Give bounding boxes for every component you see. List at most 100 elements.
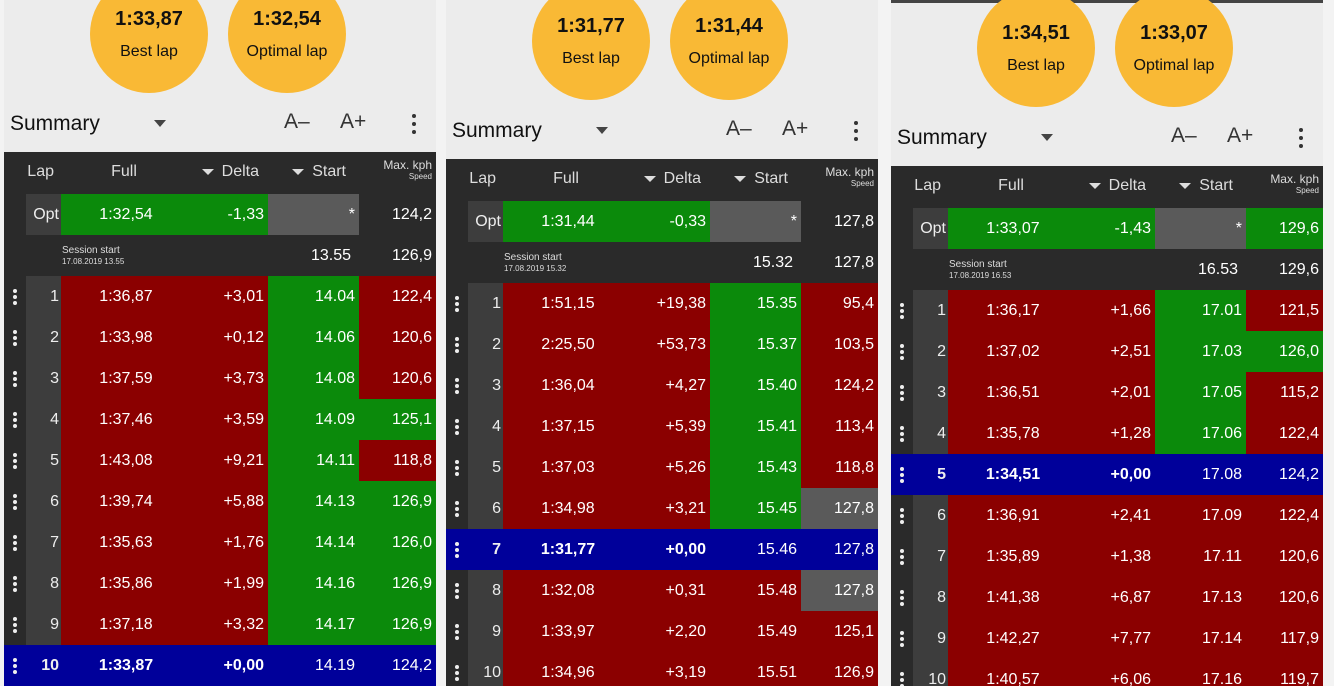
col-lap[interactable]: Lap — [891, 177, 941, 195]
col-start[interactable]: Start — [704, 170, 788, 188]
font-decrease-button[interactable]: A– — [726, 117, 752, 140]
lap-row[interactable]: 9 1:37,18 +3,32 14.17 126,9 — [4, 604, 436, 645]
more-options-icon[interactable] — [412, 114, 416, 138]
lap-row[interactable]: 2 1:33,98 +0,12 14.06 120,6 — [4, 317, 436, 358]
best-lap-badge[interactable]: 1:33,87 Best lap — [90, 0, 208, 93]
lap-row[interactable]: 10 1:40,57 +6,06 17.16 119,7 — [891, 659, 1323, 686]
row-menu-icon[interactable] — [891, 495, 913, 536]
font-increase-button[interactable]: A+ — [1227, 124, 1254, 147]
col-start[interactable]: Start — [1149, 177, 1233, 195]
row-menu-icon[interactable] — [4, 563, 26, 604]
optimal-lap-badge[interactable]: 1:31,44 Optimal lap — [670, 0, 788, 100]
lap-max-speed: 127,8 — [833, 540, 874, 558]
row-menu-icon[interactable] — [446, 324, 468, 365]
lap-row[interactable]: 2 1:37,02 +2,51 17.03 126,0 — [891, 331, 1323, 372]
row-menu-icon[interactable] — [446, 283, 468, 324]
col-lap[interactable]: Lap — [4, 163, 54, 181]
row-menu-icon[interactable] — [891, 290, 913, 331]
lap-row[interactable]: 3 1:37,59 +3,73 14.08 120,6 — [4, 358, 436, 399]
row-menu-icon[interactable] — [4, 440, 26, 481]
row-menu-icon[interactable] — [4, 645, 26, 686]
row-menu-icon[interactable] — [891, 454, 913, 495]
row-menu-icon[interactable] — [446, 488, 468, 529]
lap-row[interactable]: 7 1:35,89 +1,38 17.11 120,6 — [891, 536, 1323, 577]
lap-row[interactable]: 5 1:34,51 +0,00 17.08 124,2 — [891, 454, 1323, 495]
view-dropdown-label: Summary — [10, 112, 100, 135]
lap-row[interactable]: 1 1:51,15 +19,38 15.35 95,4 — [446, 283, 878, 324]
col-lap[interactable]: Lap — [446, 170, 496, 188]
lap-row[interactable]: 8 1:41,38 +6,87 17.13 120,6 — [891, 577, 1323, 618]
lap-row[interactable]: 9 1:33,97 +2,20 15.49 125,1 — [446, 611, 878, 652]
lap-delta: +3,01 — [191, 276, 268, 317]
row-menu-icon[interactable] — [4, 604, 26, 645]
lap-row[interactable]: 3 1:36,51 +2,01 17.05 115,2 — [891, 372, 1323, 413]
col-max-sublabel: Speed — [408, 172, 432, 181]
lap-row[interactable]: 4 1:35,78 +1,28 17.06 122,4 — [891, 413, 1323, 454]
row-menu-icon[interactable] — [446, 447, 468, 488]
lap-row[interactable]: 10 1:34,96 +3,19 15.51 126,9 — [446, 652, 878, 686]
lap-row[interactable]: 5 1:43,08 +9,21 14.11 118,8 — [4, 440, 436, 481]
col-full[interactable]: Full — [946, 177, 1076, 195]
lap-start-time: 15.48 — [710, 570, 801, 611]
lap-row[interactable]: 3 1:36,04 +4,27 15.40 124,2 — [446, 365, 878, 406]
font-decrease-button[interactable]: A– — [284, 110, 310, 133]
row-menu-icon[interactable] — [891, 372, 913, 413]
lap-row[interactable]: 1 1:36,17 +1,66 17.01 121,5 — [891, 290, 1323, 331]
row-menu-icon[interactable] — [4, 358, 26, 399]
lap-row[interactable]: 4 1:37,15 +5,39 15.41 113,4 — [446, 406, 878, 447]
lap-row[interactable]: 8 1:32,08 +0,31 15.48 127,8 — [446, 570, 878, 611]
best-lap-badge[interactable]: 1:31,77 Best lap — [532, 0, 650, 100]
col-max-speed[interactable]: Max. kph Speed — [792, 166, 874, 190]
lap-start-time: 14.17 — [268, 604, 359, 645]
lap-row[interactable]: 6 1:36,91 +2,41 17.09 122,4 — [891, 495, 1323, 536]
lap-row[interactable]: 10 1:33,87 +0,00 14.19 124,2 — [4, 645, 436, 686]
lap-row[interactable]: 6 1:39,74 +5,88 14.13 126,9 — [4, 481, 436, 522]
lap-row[interactable]: 2 2:25,50 +53,73 15.37 103,5 — [446, 324, 878, 365]
row-menu-icon[interactable] — [891, 536, 913, 577]
row-menu-icon[interactable] — [4, 522, 26, 563]
font-decrease-button[interactable]: A– — [1171, 124, 1197, 147]
row-menu-icon[interactable] — [446, 652, 468, 686]
font-increase-button[interactable]: A+ — [782, 117, 809, 140]
col-max-speed[interactable]: Max. kph Speed — [350, 159, 432, 183]
col-delta[interactable]: Delta — [189, 163, 259, 181]
lap-delta: +2,20 — [633, 611, 710, 652]
row-menu-icon[interactable] — [446, 611, 468, 652]
table-header: Lap Full Delta Start Max. kph Speed — [4, 152, 436, 194]
optimal-lap-badge[interactable]: 1:33,07 Optimal lap — [1115, 0, 1233, 107]
lap-row[interactable]: 6 1:34,98 +3,21 15.45 127,8 — [446, 488, 878, 529]
row-menu-icon[interactable] — [4, 399, 26, 440]
row-menu-icon[interactable] — [891, 659, 913, 686]
row-menu-icon[interactable] — [891, 577, 913, 618]
lap-row[interactable]: 7 1:35,63 +1,76 14.14 126,0 — [4, 522, 436, 563]
col-delta[interactable]: Delta — [1076, 177, 1146, 195]
row-menu-icon[interactable] — [4, 317, 26, 358]
col-full[interactable]: Full — [501, 170, 631, 188]
row-menu-icon[interactable] — [446, 570, 468, 611]
lap-max-speed: 113,4 — [801, 406, 878, 447]
row-menu-icon[interactable] — [891, 618, 913, 659]
col-delta[interactable]: Delta — [631, 170, 701, 188]
row-menu-icon[interactable] — [891, 413, 913, 454]
col-start[interactable]: Start — [262, 163, 346, 181]
row-menu-icon[interactable] — [4, 276, 26, 317]
row-menu-icon[interactable] — [446, 529, 468, 570]
optimal-lap-badge[interactable]: 1:32,54 Optimal lap — [228, 0, 346, 93]
more-options-icon[interactable] — [854, 121, 858, 145]
lap-row[interactable]: 8 1:35,86 +1,99 14.16 126,9 — [4, 563, 436, 604]
lap-row[interactable]: 7 1:31,77 +0,00 15.46 127,8 — [446, 529, 878, 570]
row-menu-icon[interactable] — [446, 406, 468, 447]
lap-row[interactable]: 9 1:42,27 +7,77 17.14 117,9 — [891, 618, 1323, 659]
col-max-speed[interactable]: Max. kph Speed — [1237, 173, 1319, 197]
row-menu-icon[interactable] — [891, 331, 913, 372]
lap-row[interactable]: 1 1:36,87 +3,01 14.04 122,4 — [4, 276, 436, 317]
best-lap-badge[interactable]: 1:34,51 Best lap — [977, 0, 1095, 107]
lap-row[interactable]: 4 1:37,46 +3,59 14.09 125,1 — [4, 399, 436, 440]
row-menu-icon[interactable] — [446, 365, 468, 406]
row-menu-icon[interactable] — [4, 481, 26, 522]
col-full[interactable]: Full — [59, 163, 189, 181]
more-options-icon[interactable] — [1299, 128, 1303, 152]
font-increase-button[interactable]: A+ — [340, 110, 367, 133]
lap-full-time: 1:37,03 — [503, 447, 633, 488]
lap-row[interactable]: 5 1:37,03 +5,26 15.43 118,8 — [446, 447, 878, 488]
